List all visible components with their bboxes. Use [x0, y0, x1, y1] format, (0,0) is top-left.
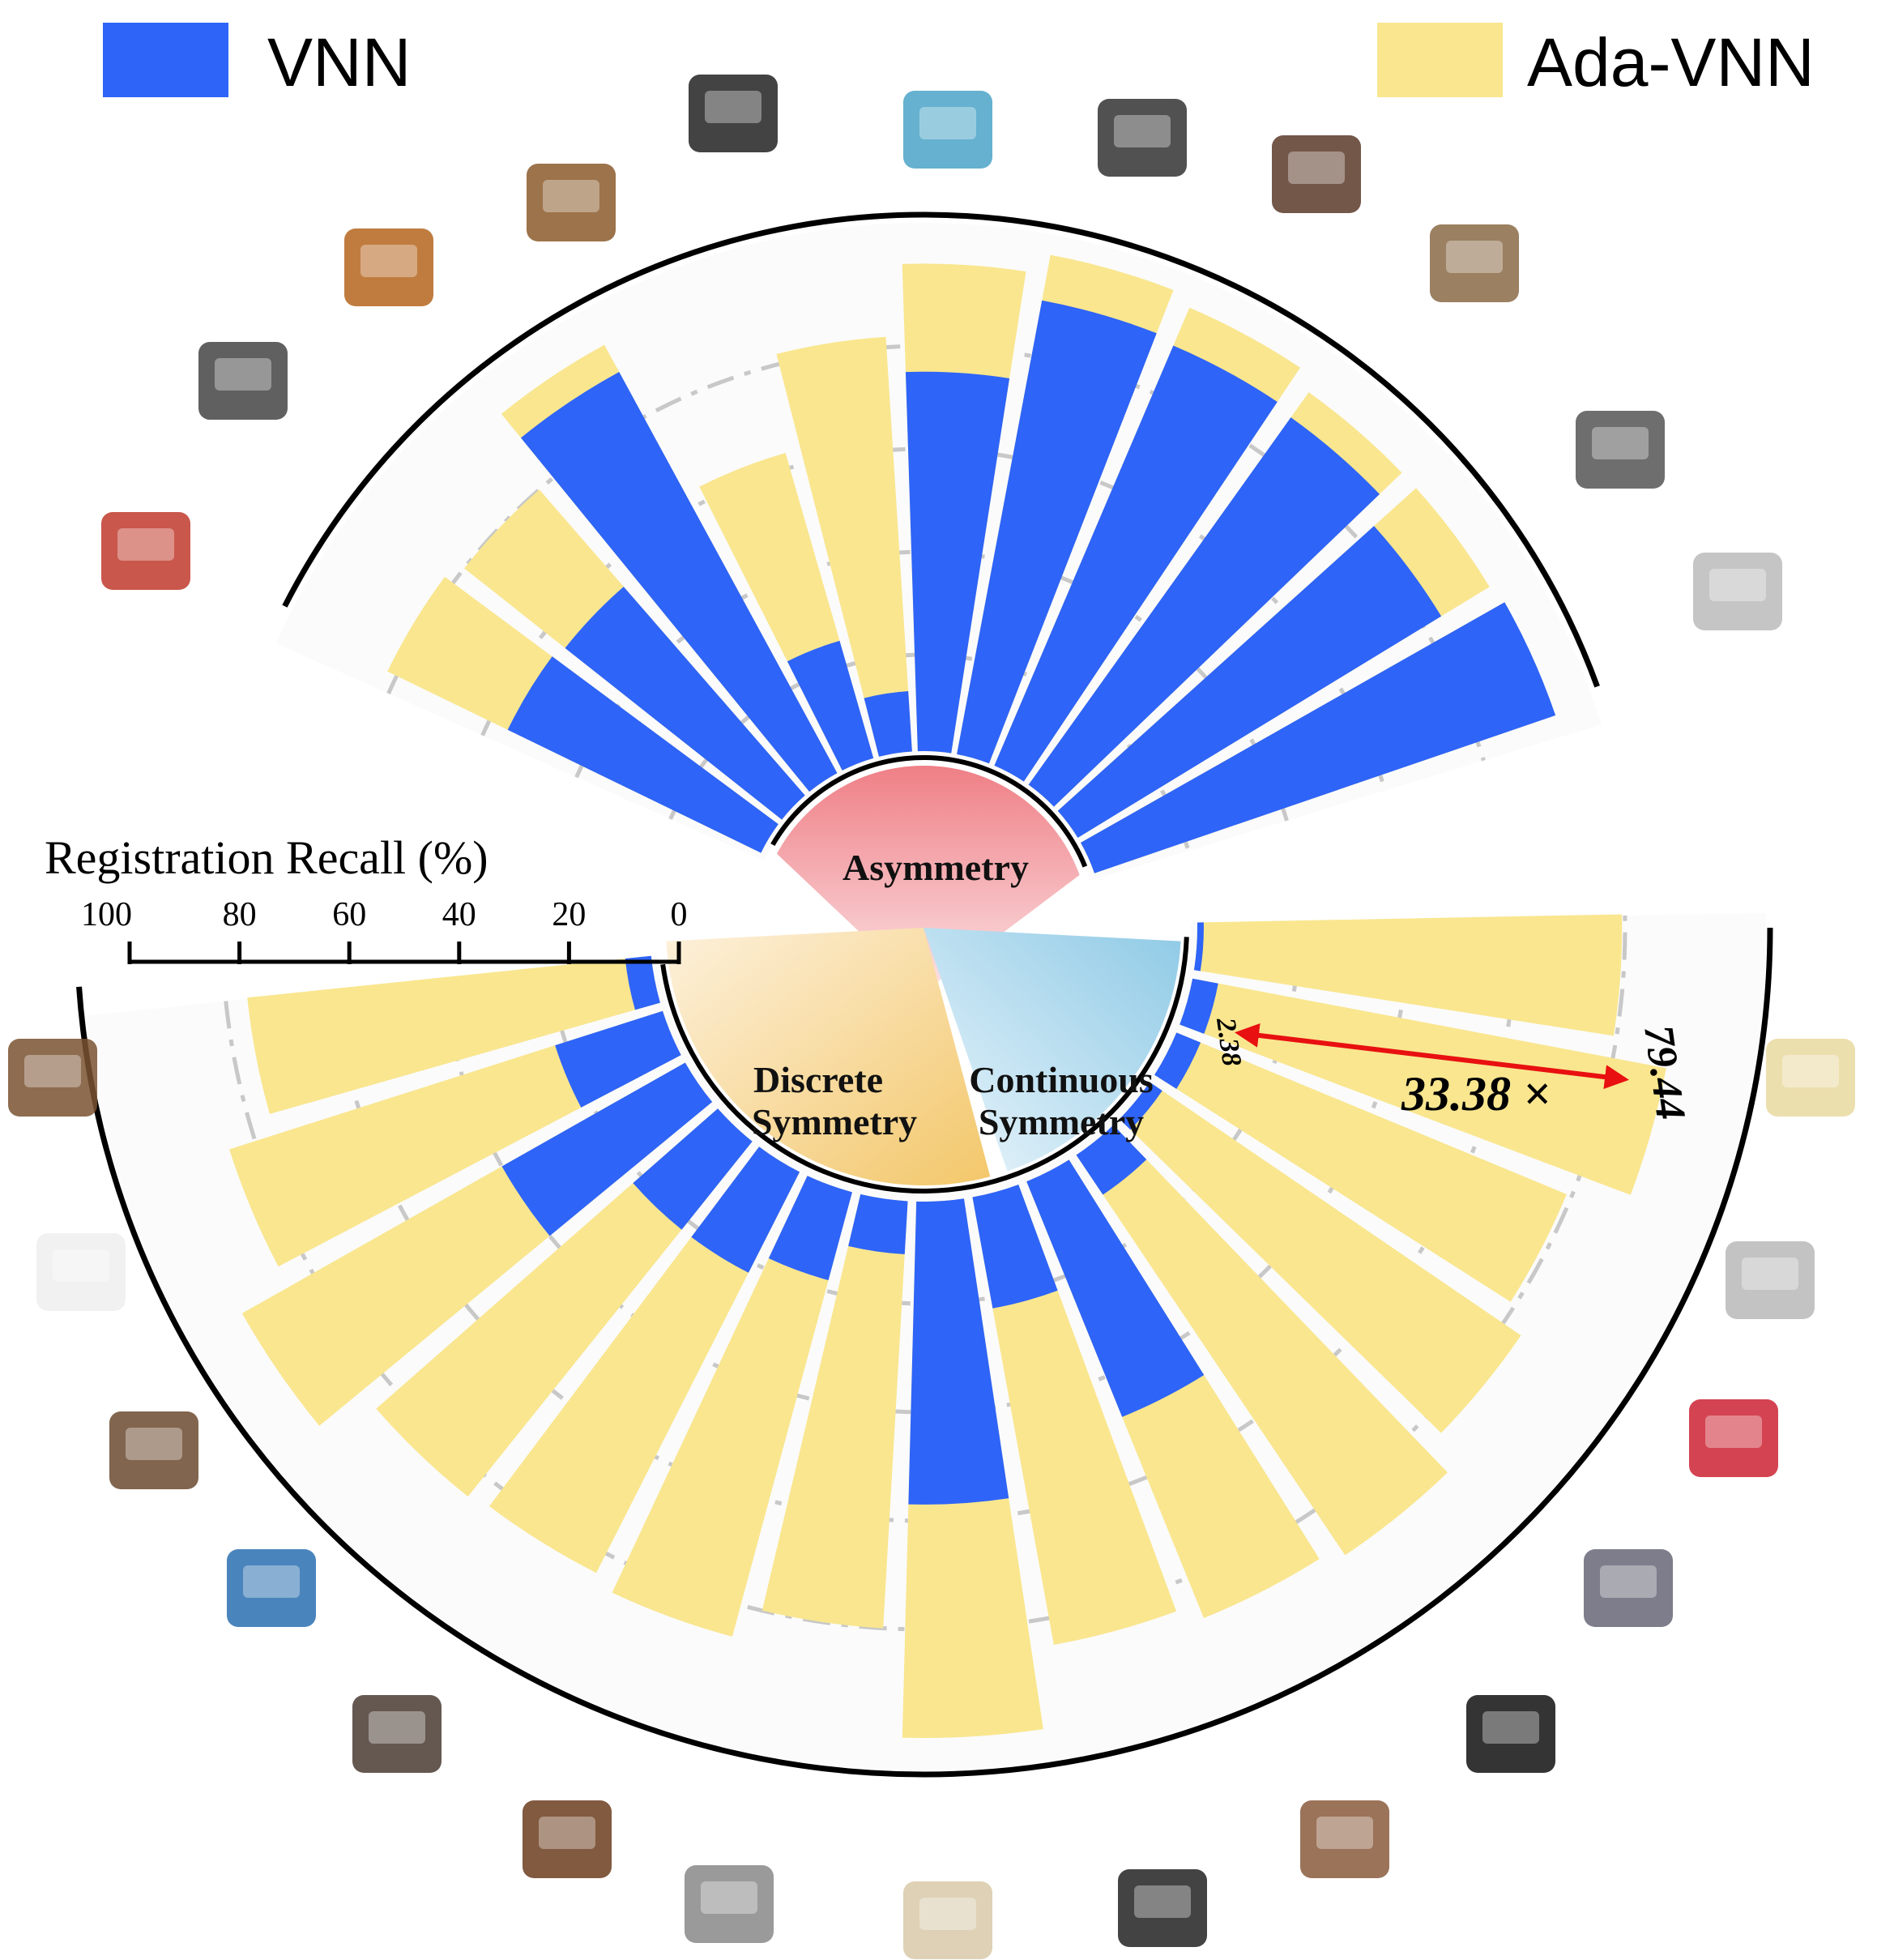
boat-icon [903, 91, 992, 169]
jars-icon [1584, 1549, 1673, 1627]
bar-vnn-asymmetry-rifle [957, 300, 1157, 764]
axis-tick-label: 80 [223, 896, 257, 933]
bar-vnn-asymmetry-chair [1028, 417, 1380, 807]
chair-icon [1430, 224, 1519, 302]
car-icon [1693, 553, 1782, 630]
desk-icon [903, 1881, 992, 1959]
bars [229, 254, 1666, 1738]
appliances-icon [685, 1865, 774, 1943]
group-label-continuous-line1: Continuous [969, 1059, 1154, 1100]
bar-vnn-continuous-flower-pot [1154, 1032, 1201, 1089]
improvement-arrow [1235, 1023, 1629, 1090]
low-value-label: 2.38 [1210, 1015, 1247, 1068]
bar-vnn-continuous-jars [1119, 1082, 1162, 1130]
lamp-icon [1766, 1039, 1855, 1117]
flower-pot-icon [1689, 1399, 1778, 1477]
armchair-icon [1272, 135, 1361, 213]
rifle-icon [1098, 99, 1187, 177]
bar-vnn-continuous-mug [1026, 1159, 1205, 1417]
airplane-icon [1576, 411, 1665, 489]
bar-vnn-discrete-monitor [633, 1108, 753, 1230]
bar-vnn-discrete-watch [625, 955, 660, 1010]
bar-vnn-asymmetry-guitar [521, 372, 838, 792]
cans-icon [1726, 1241, 1815, 1319]
bar-vnn-continuous-cans [1180, 978, 1218, 1034]
bar-ada-vnn-continuous-lamp [1193, 914, 1623, 1036]
bar-vnn-asymmetry-faucet [787, 640, 874, 771]
legend-label-vnn: VNN [267, 24, 411, 100]
bar-vnn-continuous-lamp [1193, 922, 1204, 971]
bar-vnn-asymmetry-boat [905, 371, 1010, 754]
legend: VNN Ada-VNN [103, 23, 1815, 100]
axis-tick-label: 40 [442, 896, 476, 933]
legend-swatch-ada-vnn [1377, 23, 1503, 97]
bar-vnn-asymmetry-car [1080, 602, 1556, 873]
bus-icon [101, 512, 190, 590]
bar-ada-vnn-continuous-speaker [1076, 1125, 1448, 1556]
radial-axis-scale: Registration Recall (%) 100 80 60 40 20 0 [45, 831, 688, 964]
laptop-icon [198, 342, 288, 420]
bar-vnn-discrete-bookshelf [768, 1176, 852, 1281]
group-label-continuous-line2: Symmetry [979, 1101, 1144, 1142]
bookshelf-icon [523, 1800, 612, 1878]
bar-vnn-continuous-speaker [1076, 1125, 1147, 1195]
bathtub-icon [36, 1233, 126, 1311]
bar-ada-vnn-continuous-jars [1119, 1082, 1521, 1433]
axis-tick-label: 0 [671, 896, 688, 933]
faucet-icon [527, 164, 616, 241]
group-label-discrete-line1: Discrete [753, 1059, 883, 1100]
monitor-icon [227, 1549, 316, 1627]
guitar-icon [344, 228, 433, 306]
bar-ada-vnn-continuous-flower-pot [1154, 1032, 1567, 1302]
group-label-discrete-line2: Symmetry [752, 1101, 917, 1142]
speaker-icon [1466, 1695, 1555, 1773]
bar-vnn-discrete-bench [501, 1062, 713, 1236]
axis-tick-label: 20 [552, 896, 586, 933]
bar-vnn-asymmetry-armchair [994, 345, 1278, 782]
bar-vnn-asymmetry-laptop [565, 587, 805, 820]
bar-vnn-asymmetry-airplane [1057, 526, 1442, 838]
watch-icon [8, 1039, 97, 1117]
ratio-label: 33.38 × [1401, 1067, 1551, 1121]
bar-vnn-discrete-bathtub [555, 1010, 681, 1108]
category-icons [8, 75, 1855, 1959]
axis-tick-label: 60 [332, 896, 366, 933]
bar-vnn-discrete-dresser [691, 1147, 800, 1273]
top-inner-arc [770, 755, 1088, 868]
asymmetry-wedge [776, 766, 1080, 993]
bar-ada-vnn-discrete-bookshelf [612, 1176, 852, 1637]
group-label-asymmetry: Asymmetry [843, 847, 1029, 888]
mug-icon [1300, 1800, 1389, 1878]
bottom-outer-arc [76, 927, 1773, 1778]
continuous-symmetry-wedge [924, 928, 1181, 1172]
bottom-inner-arc [660, 937, 1189, 1194]
plot-frame [76, 211, 1773, 1778]
bar-vnn-continuous-desk [908, 1198, 1009, 1505]
bar-vnn-asymmetry-bus [507, 656, 779, 853]
legend-label-ada-vnn: Ada-VNN [1527, 24, 1815, 100]
bar-ada-vnn-discrete-watch [247, 955, 660, 1114]
bar-ada-vnn-discrete-appliances [761, 1194, 908, 1629]
discrete-symmetry-wedge [666, 928, 991, 1185]
axis-title: Registration Recall (%) [45, 831, 488, 884]
bench-icon [109, 1411, 198, 1489]
dresser-icon [352, 1695, 442, 1773]
bar-vnn-discrete-appliances [848, 1194, 908, 1255]
phone-icon [1118, 1869, 1207, 1947]
axis-tick-label: 100 [81, 896, 132, 933]
bar-vnn-asymmetry-walkie-talkie [864, 691, 912, 757]
bar-ada-vnn-asymmetry-walkie-talkie [776, 336, 912, 757]
legend-swatch-vnn [103, 23, 228, 97]
bar-vnn-continuous-phone [972, 1185, 1058, 1309]
walkie-talkie-icon [689, 75, 778, 152]
top-outer-arc [282, 211, 1600, 688]
